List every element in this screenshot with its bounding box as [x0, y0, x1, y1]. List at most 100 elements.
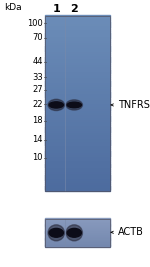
Bar — [45, 120, 110, 123]
Bar — [45, 138, 110, 141]
Bar — [45, 242, 110, 244]
Bar — [45, 144, 110, 147]
Bar — [45, 220, 110, 221]
Bar — [45, 31, 110, 33]
Ellipse shape — [66, 100, 82, 110]
Bar — [45, 231, 110, 232]
Bar — [45, 96, 110, 99]
Bar — [45, 134, 110, 136]
Bar — [45, 15, 110, 18]
Bar — [45, 33, 110, 36]
Bar — [45, 90, 110, 93]
Bar — [45, 42, 110, 44]
Bar — [45, 155, 110, 158]
Text: 10: 10 — [32, 153, 43, 162]
Bar — [45, 224, 110, 225]
Bar — [45, 70, 110, 73]
Bar — [45, 246, 110, 247]
Bar — [45, 77, 110, 79]
Bar — [45, 230, 110, 231]
Bar — [45, 125, 110, 128]
Bar — [45, 55, 110, 58]
Ellipse shape — [48, 225, 64, 241]
Bar — [45, 219, 110, 220]
Bar — [45, 74, 110, 77]
Bar — [45, 219, 110, 247]
Bar — [45, 116, 110, 119]
Bar — [45, 123, 110, 125]
Bar — [45, 20, 110, 23]
Bar — [45, 142, 110, 145]
Bar — [45, 234, 110, 235]
Bar — [45, 225, 110, 226]
Bar — [45, 68, 110, 71]
Bar — [45, 127, 110, 130]
Bar — [45, 88, 110, 90]
Bar — [45, 44, 110, 47]
Bar — [45, 232, 110, 233]
Bar — [45, 72, 110, 75]
Text: 100: 100 — [27, 19, 43, 28]
Bar — [45, 50, 110, 53]
Bar — [45, 221, 110, 222]
Bar — [45, 160, 110, 163]
Bar — [45, 184, 110, 187]
Ellipse shape — [66, 225, 82, 241]
Ellipse shape — [67, 102, 81, 108]
Bar — [45, 239, 110, 241]
Ellipse shape — [49, 228, 63, 237]
Bar — [45, 140, 110, 143]
Bar — [45, 61, 110, 64]
Bar — [45, 29, 110, 31]
Bar — [45, 227, 110, 228]
Text: ACTB: ACTB — [118, 227, 144, 237]
Bar — [45, 24, 110, 27]
Bar — [45, 66, 110, 69]
Bar — [45, 177, 110, 180]
Bar — [45, 107, 110, 110]
Text: 18: 18 — [32, 116, 43, 125]
Bar — [45, 114, 110, 117]
Bar — [45, 18, 110, 20]
Bar — [45, 35, 110, 38]
Bar — [45, 99, 110, 101]
Bar — [45, 48, 110, 51]
Bar — [45, 243, 110, 244]
Text: 2: 2 — [70, 4, 78, 14]
Bar — [45, 22, 110, 25]
Text: 70: 70 — [32, 33, 43, 42]
Bar — [45, 234, 110, 236]
Bar — [45, 227, 110, 229]
Bar — [45, 59, 110, 62]
Bar — [45, 147, 110, 149]
Bar — [45, 85, 110, 88]
Bar — [45, 112, 110, 114]
Bar — [45, 16, 110, 191]
Bar — [45, 162, 110, 165]
Bar — [45, 57, 110, 60]
Bar — [45, 173, 110, 176]
Bar — [45, 151, 110, 154]
Bar — [45, 228, 110, 229]
Bar — [45, 237, 110, 239]
Bar — [45, 223, 110, 224]
Bar — [45, 225, 110, 227]
Bar — [45, 245, 110, 246]
Bar — [45, 222, 110, 223]
Text: 22: 22 — [32, 100, 43, 109]
Bar — [45, 218, 110, 220]
Bar — [45, 64, 110, 66]
Bar — [45, 240, 110, 241]
Text: kDa: kDa — [4, 3, 21, 12]
Bar — [45, 241, 110, 242]
Bar — [45, 239, 110, 240]
Bar — [45, 105, 110, 108]
Bar — [45, 118, 110, 121]
Bar — [45, 37, 110, 40]
Bar — [45, 175, 110, 178]
Text: 44: 44 — [32, 57, 43, 66]
Bar — [45, 223, 110, 225]
Bar — [45, 81, 110, 84]
Bar — [45, 46, 110, 49]
Bar — [45, 40, 110, 42]
